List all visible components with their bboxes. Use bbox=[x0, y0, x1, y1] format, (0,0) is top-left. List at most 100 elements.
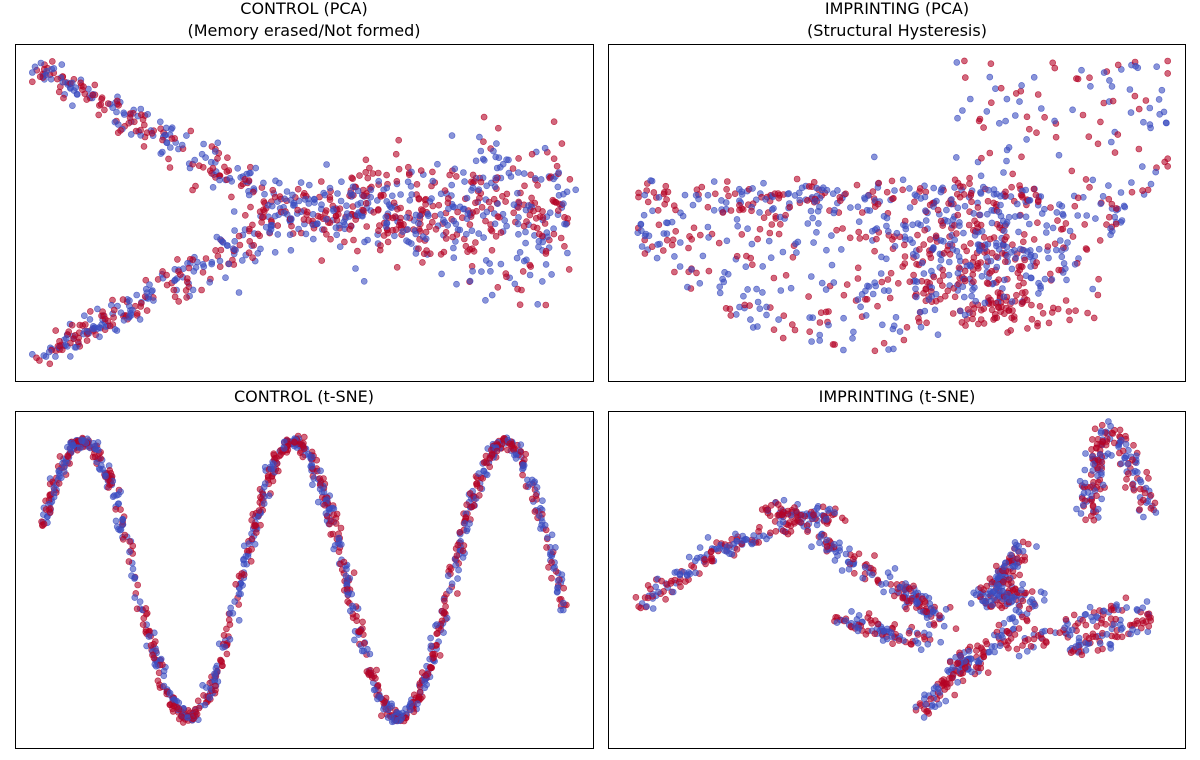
scatter-point-class-red bbox=[228, 193, 235, 201]
scatter-point-class-blue bbox=[214, 139, 222, 147]
scatter-point-class-red bbox=[995, 621, 1003, 629]
scatter-point-class-red bbox=[528, 495, 536, 503]
scatter-point-class-blue bbox=[1077, 510, 1085, 517]
scatter-point-class-red bbox=[1030, 185, 1038, 193]
scatter-point-class-blue bbox=[1005, 213, 1013, 221]
scatter-point-class-red bbox=[805, 183, 813, 190]
scatter-point-class-blue bbox=[1018, 586, 1025, 594]
scatter-point-class-red bbox=[1123, 475, 1130, 483]
scatter-point-class-blue bbox=[1107, 644, 1115, 652]
scatter-point-class-red bbox=[992, 562, 1000, 570]
scatter-point-class-red bbox=[760, 214, 768, 221]
scatter-point-class-blue bbox=[360, 647, 368, 655]
scatter-point-class-red bbox=[862, 630, 870, 638]
scatter-point-class-blue bbox=[1155, 96, 1163, 103]
scatter-point-class-blue bbox=[723, 237, 731, 245]
scatter-point-class-red bbox=[1142, 97, 1150, 104]
scatter-point-class-blue bbox=[535, 238, 543, 245]
scatter-point-class-red bbox=[223, 168, 231, 175]
scatter-point-class-blue bbox=[979, 183, 987, 191]
scatter-point-class-red bbox=[900, 241, 908, 249]
scatter-point-class-blue bbox=[120, 109, 127, 117]
scatter-point-class-blue bbox=[1039, 628, 1046, 636]
scatter-point-class-blue bbox=[732, 530, 739, 538]
scatter-point-class-blue bbox=[649, 207, 656, 215]
scatter-point-class-red bbox=[117, 506, 124, 513]
scatter-point-class-red bbox=[58, 346, 66, 354]
scatter-point-class-blue bbox=[514, 220, 522, 228]
scatter-point-class-red bbox=[905, 629, 913, 637]
scatter-point-class-red bbox=[1103, 221, 1110, 228]
scatter-point-class-red bbox=[889, 640, 896, 648]
scatter-point-class-blue bbox=[671, 253, 678, 260]
scatter-point-class-red bbox=[1097, 118, 1104, 126]
scatter-point-class-red bbox=[1062, 615, 1070, 623]
scatter-point-class-red bbox=[932, 232, 940, 240]
scatter-point-class-blue bbox=[742, 263, 750, 271]
scatter-point-class-red bbox=[212, 682, 219, 690]
scatter-point-class-blue bbox=[480, 157, 488, 164]
scatter-point-class-red bbox=[936, 612, 943, 619]
scatter-point-class-red bbox=[1074, 194, 1082, 202]
scatter-point-class-blue bbox=[763, 311, 770, 319]
scatter-point-class-red bbox=[733, 545, 741, 553]
scatter-point-class-red bbox=[466, 490, 474, 497]
scatter-point-class-blue bbox=[367, 193, 375, 201]
scatter-point-class-blue bbox=[920, 270, 928, 277]
scatter-point-class-red bbox=[252, 529, 260, 536]
scatter-point-class-blue bbox=[452, 561, 460, 569]
scatter-point-class-red bbox=[980, 124, 987, 131]
scatter-point-class-red bbox=[855, 228, 863, 236]
scatter-point-class-red bbox=[930, 273, 938, 281]
scatter-point-class-red bbox=[1108, 200, 1116, 208]
scatter-point-class-red bbox=[916, 185, 924, 192]
scatter-point-class-red bbox=[954, 659, 962, 667]
scatter-point-class-red bbox=[1026, 125, 1033, 133]
scatter-point-class-blue bbox=[67, 353, 74, 360]
scatter-point-class-blue bbox=[966, 95, 974, 103]
scatter-point-class-blue bbox=[1083, 212, 1090, 219]
scatter-point-class-red bbox=[1114, 61, 1122, 69]
scatter-point-class-red bbox=[915, 314, 922, 322]
scatter-point-class-blue bbox=[479, 212, 487, 219]
scatter-point-class-blue bbox=[178, 141, 186, 149]
scatter-point-class-red bbox=[993, 253, 1000, 261]
scatter-point-class-red bbox=[456, 528, 464, 536]
scatter-point-class-blue bbox=[115, 500, 122, 508]
scatter-point-class-red bbox=[966, 180, 973, 187]
scatter-point-class-red bbox=[880, 339, 888, 347]
scatter-point-class-red bbox=[143, 307, 151, 314]
scatter-point-class-blue bbox=[953, 247, 961, 255]
scatter-point-class-red bbox=[39, 521, 46, 529]
scatter-point-class-red bbox=[1147, 491, 1155, 499]
scatter-point-class-blue bbox=[1107, 422, 1114, 430]
scatter-point-class-blue bbox=[938, 186, 945, 193]
scatter-point-class-red bbox=[1009, 241, 1016, 248]
scatter-point-class-blue bbox=[970, 210, 978, 217]
scatter-point-class-blue bbox=[693, 554, 701, 562]
scatter-point-class-red bbox=[772, 527, 780, 535]
scatter-point-class-red bbox=[1112, 615, 1119, 623]
scatter-point-class-red bbox=[958, 319, 966, 326]
scatter-point-class-blue bbox=[1043, 229, 1050, 236]
scatter-point-class-red bbox=[476, 484, 484, 492]
scatter-point-class-red bbox=[1111, 426, 1118, 434]
scatter-point-class-red bbox=[939, 272, 947, 279]
scatter-point-class-red bbox=[1054, 217, 1061, 224]
scatter-point-class-blue bbox=[1136, 476, 1144, 484]
scatter-point-class-red bbox=[419, 259, 426, 266]
scatter-point-class-blue bbox=[316, 485, 324, 493]
scatter-point-class-red bbox=[216, 263, 224, 271]
scatter-point-class-blue bbox=[1024, 647, 1031, 655]
scatter-point-class-blue bbox=[541, 144, 549, 152]
scatter-point-class-blue bbox=[840, 346, 847, 354]
scatter-point-class-blue bbox=[756, 305, 764, 313]
scatter-point-class-blue bbox=[917, 646, 925, 654]
scatter-point-class-red bbox=[969, 310, 977, 318]
scatter-point-class-red bbox=[183, 294, 190, 301]
scatter-point-class-red bbox=[899, 594, 907, 601]
scatter-point-class-blue bbox=[891, 187, 898, 194]
scatter-point-class-red bbox=[727, 312, 735, 319]
scatter-point-class-blue bbox=[859, 574, 867, 582]
panel-control-pca: CONTROL (PCA) (Memory erased/Not formed) bbox=[15, 0, 594, 382]
